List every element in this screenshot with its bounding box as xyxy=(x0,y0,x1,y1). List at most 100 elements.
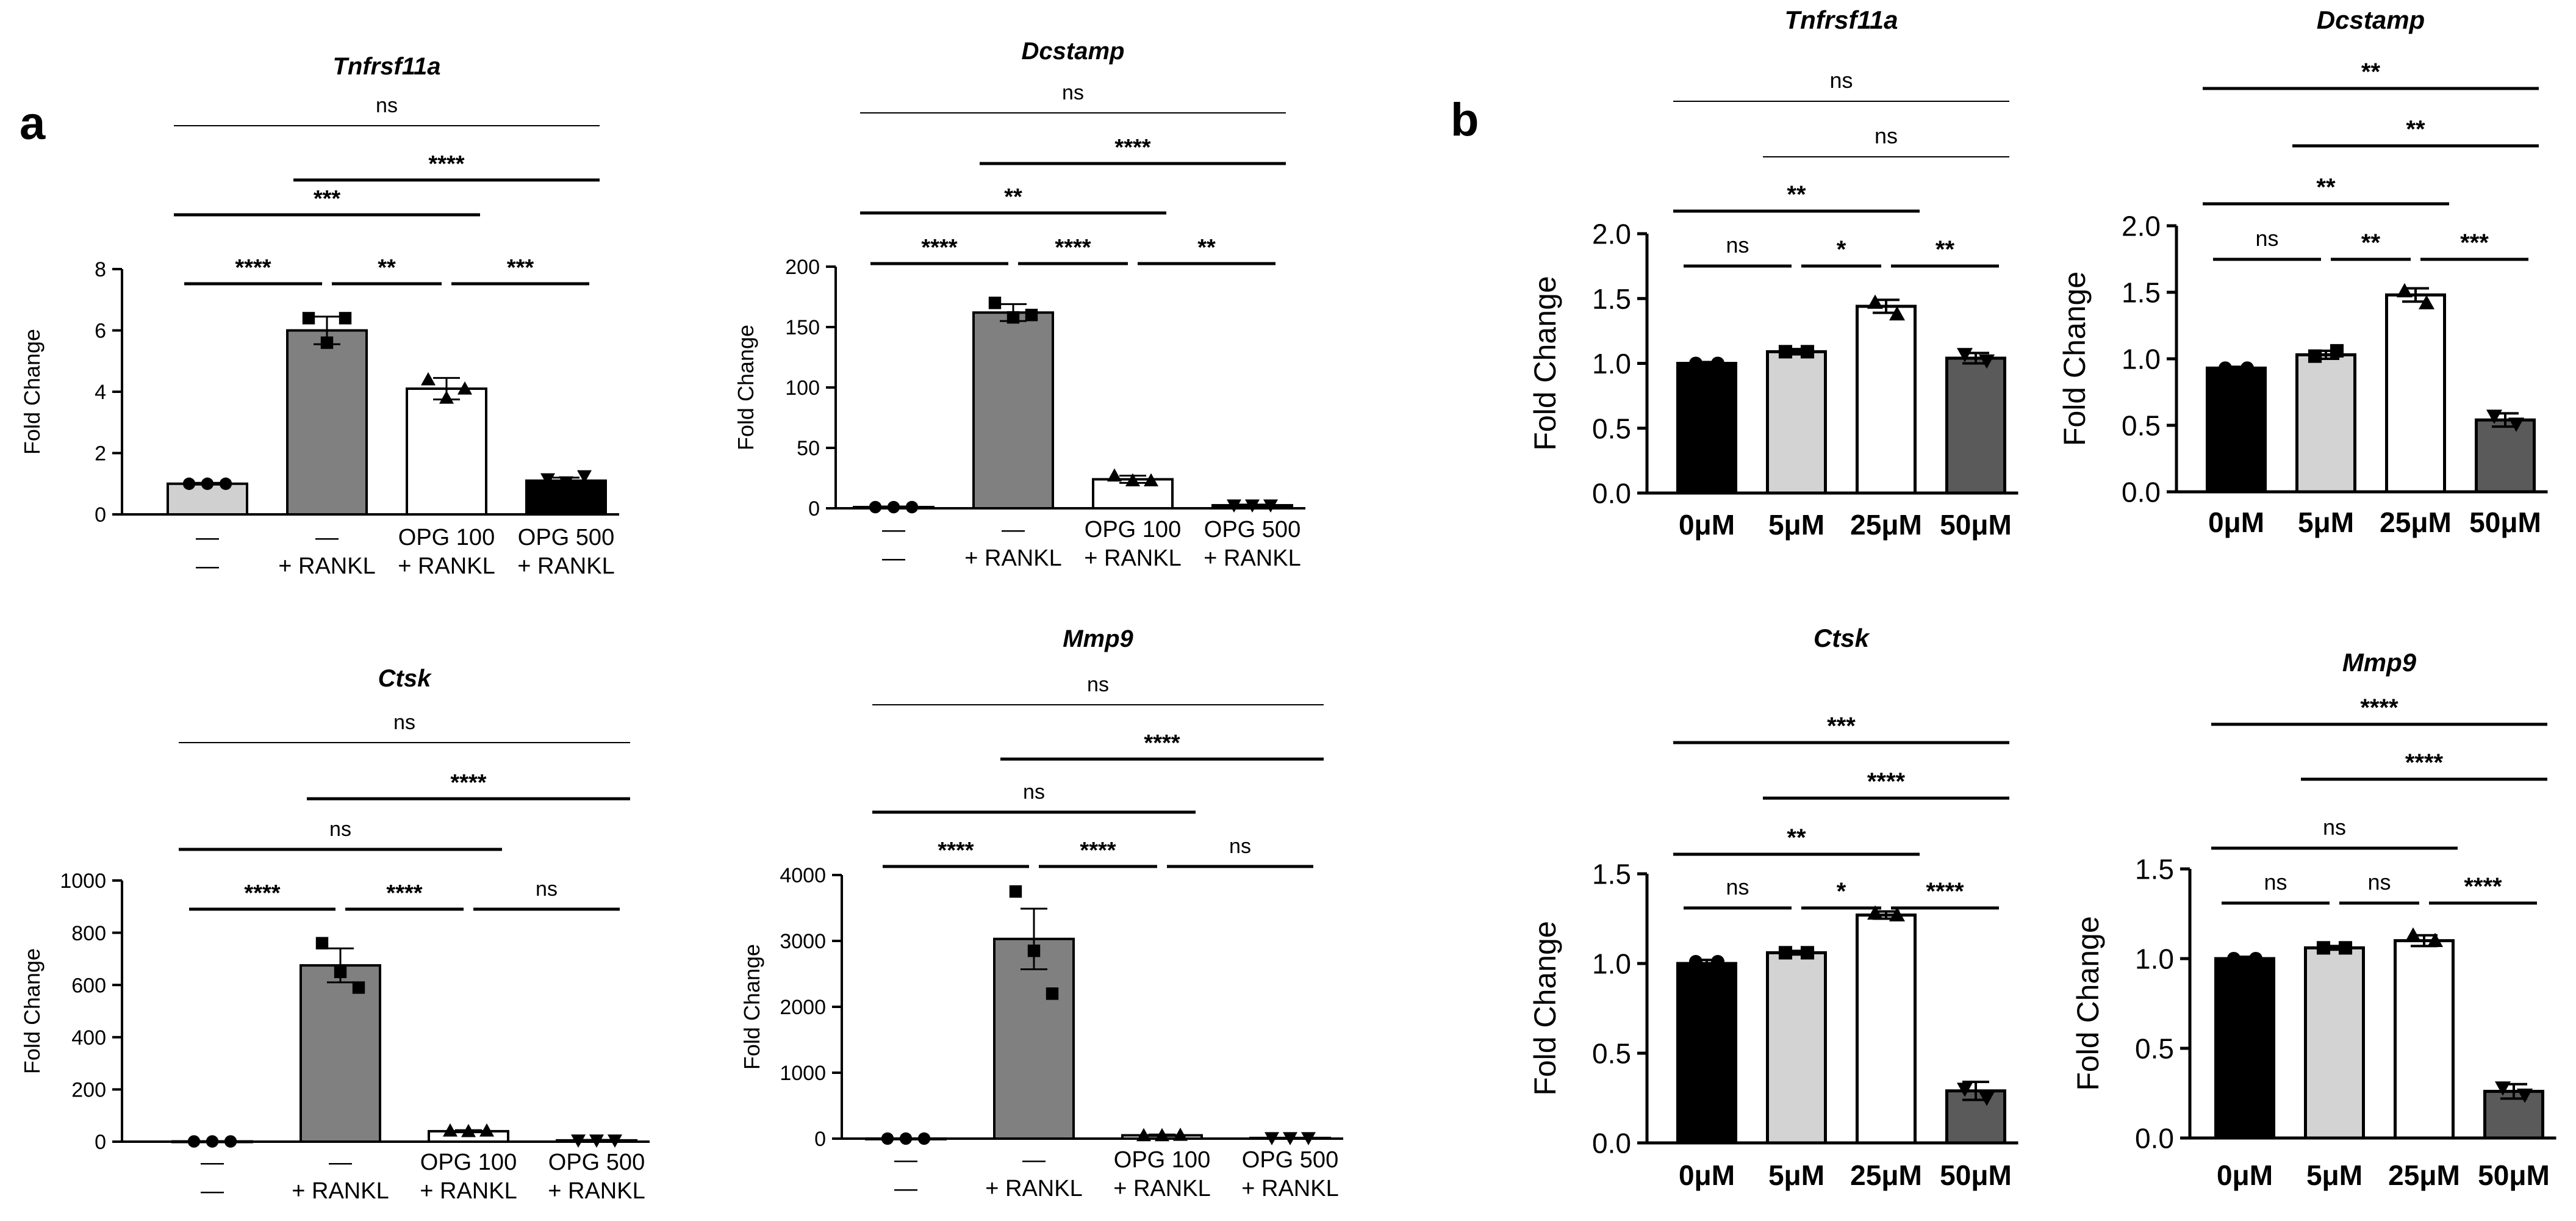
significance-label-2: **** xyxy=(2464,873,2502,900)
chart-6: Ctsk 0.0 0.5 1.0 1.5 Fold Change 0μM 5μM 25μM 50μ… xyxy=(1528,624,2018,1191)
category-label-0: — xyxy=(201,1178,224,1204)
data-point-3-1 xyxy=(2508,417,2524,432)
y-tick-label: 0.5 xyxy=(1592,412,1631,444)
data-point-2-0 xyxy=(1136,1128,1151,1142)
category-label-1: + RANKL xyxy=(985,1176,1082,1201)
significance-label-0: **** xyxy=(921,235,957,261)
category-label-3: OPG 500 xyxy=(518,525,614,550)
significance-label-1: ** xyxy=(378,255,396,281)
data-point-0-1 xyxy=(201,477,214,490)
significance-label-2: ** xyxy=(1936,236,1955,263)
significance-label-4: **** xyxy=(1867,768,1906,795)
data-point-1-0 xyxy=(988,297,1002,309)
category-label-2: OPG 100 xyxy=(420,1150,517,1175)
category-label-3: + RANKL xyxy=(517,553,614,579)
bar-2 xyxy=(1856,913,1917,1145)
category-label-3: 50μM xyxy=(1940,509,2012,541)
significance-label-4: **** xyxy=(428,151,464,177)
bar-0 xyxy=(2214,957,2275,1140)
data-point-1-0 xyxy=(2316,941,2331,955)
bar-2 xyxy=(2394,939,2455,1140)
significance-label-3: *** xyxy=(314,186,341,212)
significance-label-4: ** xyxy=(2406,116,2425,143)
y-tick-label: 600 xyxy=(71,974,106,997)
data-point-0-2 xyxy=(917,1132,931,1145)
y-tick-label: 400 xyxy=(71,1026,106,1050)
y-tick-label: 4000 xyxy=(780,864,826,887)
significance-label-0: ns xyxy=(1726,232,1749,258)
y-axis-label: Fold Change xyxy=(739,944,764,1070)
bar-1 xyxy=(286,329,368,516)
y-tick-label: 1000 xyxy=(60,870,106,893)
category-label-3: OPG 500 xyxy=(1242,1147,1338,1173)
data-point-3-1 xyxy=(1283,1132,1297,1145)
bar-0 xyxy=(2206,366,2267,494)
y-tick-label: 2000 xyxy=(780,996,826,1019)
data-point-2-1 xyxy=(439,391,454,404)
y-tick-label: 0.0 xyxy=(2135,1123,2174,1154)
data-point-2-1 xyxy=(1889,306,1905,321)
y-tick-label: 3000 xyxy=(780,930,826,953)
significance-label-0: **** xyxy=(938,838,974,863)
bar-1 xyxy=(1766,951,1827,1145)
data-point-0-2 xyxy=(905,500,919,514)
data-point-0-1 xyxy=(899,1132,913,1145)
significance-label-1: **** xyxy=(1080,838,1116,863)
chart-0: Tnfrsf11a 0 2 4 6 8 Fold Change — — — + RANKL OPG 1… xyxy=(20,53,619,579)
data-point-0-2 xyxy=(224,1135,237,1148)
data-point-0-0 xyxy=(1688,356,1703,370)
data-point-2-1 xyxy=(1125,473,1140,487)
significance-label-2: *** xyxy=(2460,229,2489,256)
significance-label-5: ns xyxy=(1829,68,1853,93)
data-point-0-2 xyxy=(219,477,232,490)
category-label-2: + RANKL xyxy=(1113,1176,1210,1201)
y-tick-label: 2.0 xyxy=(2122,211,2161,242)
y-axis-label: Fold Change xyxy=(733,325,758,450)
category-label-2: + RANKL xyxy=(398,553,495,579)
y-tick-label: 800 xyxy=(71,922,106,945)
y-axis-label: Fold Change xyxy=(1528,921,1562,1095)
y-tick-label: 1.0 xyxy=(2135,943,2174,975)
category-label-1: — xyxy=(1022,1147,1046,1173)
data-point-0-0 xyxy=(182,477,196,490)
y-tick-label: 4 xyxy=(95,381,106,404)
y-tick-label: 150 xyxy=(785,316,820,339)
category-label-1: — xyxy=(1002,517,1025,542)
category-label-0: 0μM xyxy=(1679,1159,1735,1191)
chart-title: Tnfrsf11a xyxy=(332,53,440,80)
data-point-1-1 xyxy=(1800,345,1815,359)
category-label-2: OPG 100 xyxy=(398,525,495,550)
data-point-2-2 xyxy=(1144,473,1158,487)
data-point-3-1 xyxy=(1245,499,1260,513)
category-label-2: 25μM xyxy=(2380,506,2452,538)
category-label-1: + RANKL xyxy=(278,553,375,579)
significance-label-5: ns xyxy=(1062,81,1084,104)
significance-label-0: ns xyxy=(1726,874,1749,899)
y-tick-label: 0 xyxy=(808,497,820,520)
category-label-3: + RANKL xyxy=(1241,1176,1338,1201)
data-point-2-1 xyxy=(461,1123,476,1137)
category-label-0: 0μM xyxy=(2208,506,2264,538)
data-point-0-0 xyxy=(869,500,882,514)
data-point-2-0 xyxy=(1107,468,1122,482)
data-point-3-2 xyxy=(577,470,592,484)
data-point-2-1 xyxy=(1889,907,1905,922)
category-label-1: — xyxy=(329,1150,352,1175)
data-point-0-1 xyxy=(1710,955,1725,969)
category-label-1: 5μM xyxy=(1768,509,1824,541)
bar-1 xyxy=(1766,350,1827,495)
category-label-0: 0μM xyxy=(1679,509,1735,541)
data-point-3-2 xyxy=(608,1134,622,1148)
y-tick-label: 0.5 xyxy=(2122,410,2161,442)
bar-1 xyxy=(993,937,1075,1140)
chart-title: Dcstamp xyxy=(1022,38,1125,65)
y-tick-label: 6 xyxy=(95,320,106,343)
data-point-1-0 xyxy=(315,937,329,949)
significance-label-3: ns xyxy=(2323,815,2346,840)
category-label-1: 5μM xyxy=(2298,506,2354,538)
y-tick-label: 0.5 xyxy=(1592,1038,1631,1070)
y-tick-label: 0.5 xyxy=(2135,1033,2174,1065)
charts-container: Tnfrsf11a 0 2 4 6 8 Fold Change — — — + RANKL OPG 1… xyxy=(20,5,2556,1204)
significance-label-0: ns xyxy=(2264,870,2287,895)
data-point-1-2 xyxy=(1025,309,1038,322)
